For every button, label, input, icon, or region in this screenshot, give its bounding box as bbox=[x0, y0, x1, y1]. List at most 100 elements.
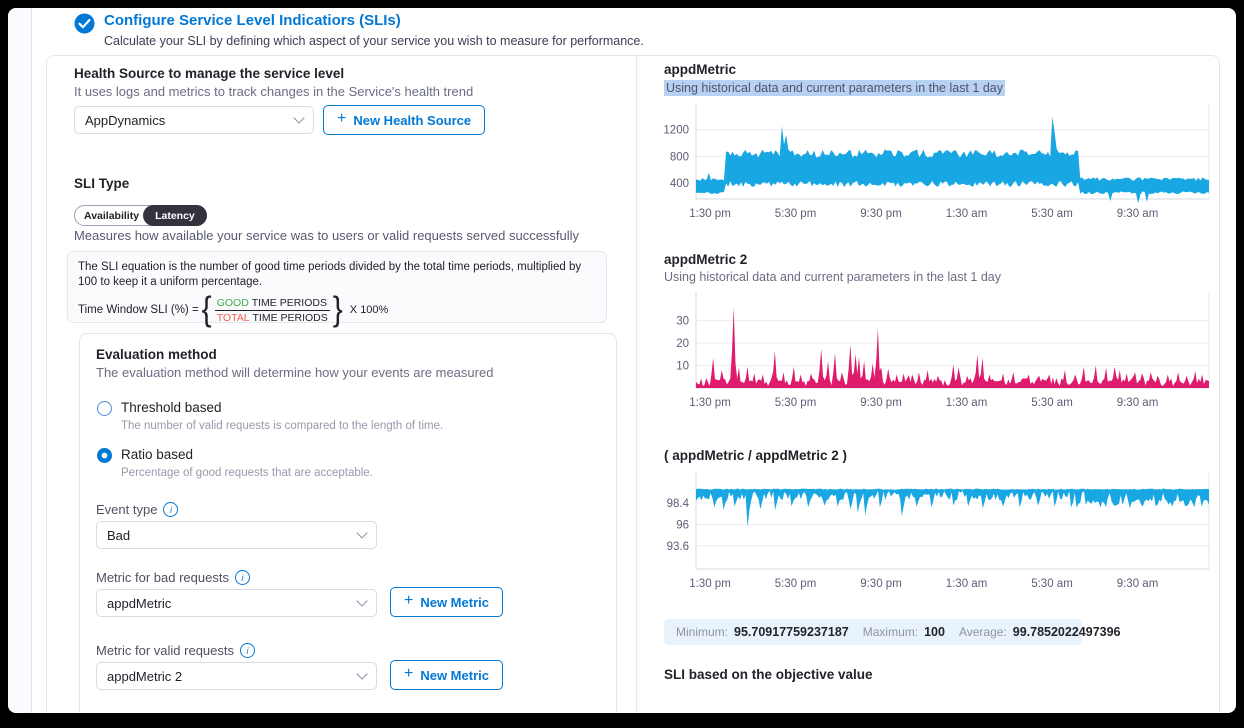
sli-type-option-latency[interactable]: Latency bbox=[143, 205, 207, 226]
app-page: Configure Service Level Indicatiors (SLI… bbox=[8, 8, 1236, 713]
equation-total: TOTAL bbox=[216, 311, 250, 324]
sli-stats-bar: Minimum: 95.70917759237187 Maximum: 100 … bbox=[664, 619, 1121, 645]
svg-text:5:30 am: 5:30 am bbox=[1031, 397, 1073, 409]
svg-text:1200: 1200 bbox=[664, 125, 689, 137]
info-icon[interactable]: i bbox=[163, 502, 179, 517]
threshold-based-label[interactable]: Threshold based bbox=[121, 400, 222, 415]
svg-text:1:30 am: 1:30 am bbox=[946, 208, 988, 220]
event-type-label: Event type i bbox=[96, 502, 179, 517]
chart2-title: appdMetric 2 bbox=[664, 252, 748, 267]
sli-type-option-availability[interactable]: Availability bbox=[84, 209, 140, 222]
info-icon[interactable]: i bbox=[240, 643, 255, 658]
svg-text:5:30 pm: 5:30 pm bbox=[775, 208, 817, 220]
sli-equation-formula: Time Window SLI (%) = { GOOD TIME PERIOD… bbox=[78, 290, 596, 329]
equation-good: GOOD bbox=[216, 296, 249, 309]
svg-text:9:30 am: 9:30 am bbox=[1117, 578, 1159, 590]
chevron-down-icon bbox=[356, 668, 368, 680]
chart2-subtitle: Using historical data and current parame… bbox=[664, 270, 1001, 284]
svg-text:93.6: 93.6 bbox=[667, 541, 689, 553]
objective-heading: SLI based on the objective value bbox=[664, 667, 873, 682]
svg-text:20: 20 bbox=[676, 338, 689, 350]
step-complete-check-icon bbox=[74, 13, 95, 34]
close-brace: } bbox=[332, 290, 343, 329]
chevron-down-icon bbox=[293, 112, 305, 124]
sli-equation-box: The SLI equation is the number of good t… bbox=[67, 251, 607, 329]
metric-valid-label: Metric for valid requests i bbox=[96, 643, 255, 658]
sli-type-toggle: Availability Latency bbox=[74, 205, 207, 226]
svg-text:1:30 pm: 1:30 pm bbox=[689, 208, 731, 220]
average-value: 99.7852022497396 bbox=[1012, 625, 1121, 639]
ratio-chart: 93.6 96 98.4 1:30 pm 5:30 pm 9:30 pm 1:30 am 5:… bbox=[667, 473, 1210, 590]
minimum-value: 95.70917759237187 bbox=[734, 625, 849, 639]
ratio-based-label[interactable]: Ratio based bbox=[121, 447, 194, 462]
sli-config-card: Health Source to manage the service leve… bbox=[46, 55, 1220, 713]
maximum-label: Maximum: bbox=[862, 625, 919, 639]
svg-text:1:30 am: 1:30 am bbox=[946, 397, 988, 409]
svg-text:9:30 pm: 9:30 pm bbox=[860, 397, 902, 409]
svg-text:10: 10 bbox=[676, 361, 689, 373]
new-metric-bad-button[interactable]: + New Metric bbox=[390, 587, 503, 617]
column-divider bbox=[636, 56, 637, 713]
svg-text:5:30 pm: 5:30 pm bbox=[775, 578, 817, 590]
chevron-down-icon bbox=[356, 527, 368, 539]
page-title: Configure Service Level Indicatiors (SLI… bbox=[104, 12, 401, 29]
sli-type-description: Measures how available your service was … bbox=[74, 228, 580, 243]
health-source-select-value: AppDynamics bbox=[85, 112, 166, 128]
left-gutter bbox=[8, 8, 32, 713]
equation-fraction: GOOD TIME PERIODS TOTAL TIME PERIODS bbox=[214, 296, 330, 324]
equation-num-rest: TIME PERIODS bbox=[251, 296, 327, 309]
maximum-value: 100 bbox=[924, 625, 945, 639]
sli-type-heading: SLI Type bbox=[74, 176, 130, 191]
metric-valid-value: appdMetric 2 bbox=[107, 668, 183, 684]
plus-icon: + bbox=[404, 592, 414, 609]
appdmetric-chart: 400 800 1200 1:30 pm 5:30 pm 9:30 pm 1:30 am 5:… bbox=[664, 103, 1210, 220]
svg-text:1:30 pm: 1:30 pm bbox=[689, 397, 731, 409]
equation-den-rest: TIME PERIODS bbox=[252, 311, 328, 324]
svg-text:5:30 am: 5:30 am bbox=[1031, 578, 1073, 590]
svg-text:96: 96 bbox=[676, 519, 689, 531]
threshold-based-radio[interactable] bbox=[97, 401, 112, 416]
chevron-down-icon bbox=[356, 595, 368, 607]
metric-bad-label: Metric for bad requests i bbox=[96, 570, 250, 585]
event-type-value: Bad bbox=[107, 527, 131, 543]
average-label: Average: bbox=[958, 625, 1007, 639]
equation-multiplier: X 100% bbox=[349, 304, 389, 317]
svg-text:1:30 pm: 1:30 pm bbox=[689, 578, 731, 590]
new-health-source-button[interactable]: + New Health Source bbox=[323, 105, 486, 135]
chart3-title: ( appdMetric / appdMetric 2 ) bbox=[664, 448, 848, 463]
metric-bad-value: appdMetric bbox=[107, 595, 172, 611]
plus-icon: + bbox=[337, 110, 347, 127]
chart1-subtitle-highlight: Using historical data and current parame… bbox=[664, 80, 1005, 96]
ratio-based-radio[interactable] bbox=[97, 448, 112, 463]
svg-text:9:30 pm: 9:30 pm bbox=[860, 578, 902, 590]
svg-text:30: 30 bbox=[676, 316, 689, 328]
minimum-label: Minimum: bbox=[676, 625, 729, 639]
svg-text:98.4: 98.4 bbox=[667, 498, 690, 510]
sli-equation-text: The SLI equation is the number of good t… bbox=[78, 261, 582, 289]
svg-text:800: 800 bbox=[670, 151, 689, 163]
svg-text:9:30 am: 9:30 am bbox=[1117, 397, 1159, 409]
plus-icon: + bbox=[404, 665, 414, 682]
evaluation-description: The evaluation method will determine how… bbox=[96, 365, 494, 380]
chart1-subtitle: Using historical data and current parame… bbox=[664, 80, 1005, 96]
svg-text:400: 400 bbox=[670, 178, 689, 190]
new-metric-valid-button[interactable]: + New Metric bbox=[390, 660, 503, 690]
info-icon[interactable]: i bbox=[234, 570, 250, 585]
svg-text:5:30 pm: 5:30 pm bbox=[775, 397, 817, 409]
page-subtitle: Calculate your SLI by defining which asp… bbox=[104, 34, 644, 48]
equation-lhs: Time Window SLI (%) = bbox=[78, 304, 199, 317]
svg-text:9:30 pm: 9:30 pm bbox=[860, 208, 902, 220]
health-source-description: It uses logs and metrics to track change… bbox=[74, 84, 474, 99]
event-type-select[interactable]: Bad bbox=[96, 521, 377, 549]
svg-text:1:30 am: 1:30 am bbox=[946, 578, 988, 590]
svg-text:9:30 am: 9:30 am bbox=[1117, 208, 1159, 220]
metric-bad-select[interactable]: appdMetric bbox=[96, 589, 377, 617]
health-source-heading: Health Source to manage the service leve… bbox=[74, 66, 345, 81]
threshold-based-description: The number of valid requests is compared… bbox=[121, 420, 444, 432]
ratio-based-description: Percentage of good requests that are acc… bbox=[121, 467, 373, 479]
open-brace: { bbox=[201, 290, 212, 329]
metric-valid-select[interactable]: appdMetric 2 bbox=[96, 662, 377, 690]
evaluation-method-card: Evaluation method The evaluation method … bbox=[79, 333, 617, 713]
health-source-select[interactable]: AppDynamics bbox=[74, 106, 314, 134]
